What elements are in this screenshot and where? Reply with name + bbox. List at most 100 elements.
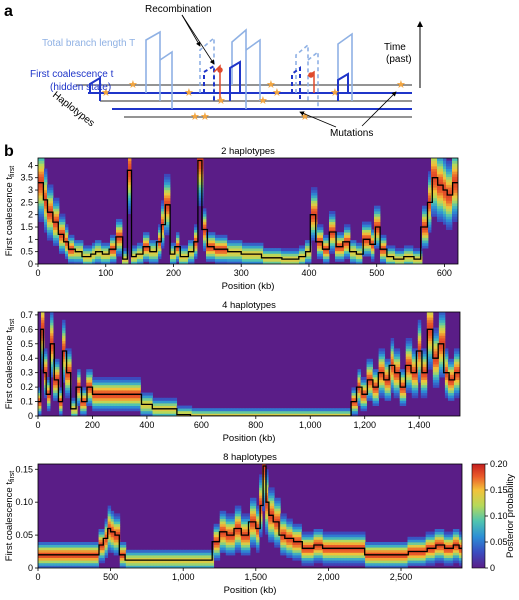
heatmap-cell — [449, 216, 453, 220]
heatmap-cell — [368, 232, 372, 236]
heatmap-cell — [152, 248, 156, 252]
heatmap-cell — [425, 536, 430, 540]
heatmap-cell — [319, 552, 324, 556]
heatmap-cell — [219, 542, 224, 545]
heatmap-cell — [398, 547, 402, 551]
heatmap-cell — [419, 562, 424, 566]
heatmap-cell — [256, 513, 260, 517]
heatmap-cell — [80, 403, 84, 406]
heatmap-cell — [113, 536, 118, 540]
heatmap-cell — [161, 410, 165, 414]
heatmap-cell — [44, 229, 48, 233]
heatmap-cell — [422, 562, 427, 566]
heatmap-cell — [159, 562, 163, 566]
heatmap-cell — [41, 366, 45, 370]
heatmap-cell — [369, 364, 373, 367]
heatmap-cell — [83, 261, 87, 264]
heatmap-cell — [437, 179, 441, 183]
heatmap-cell — [222, 544, 227, 548]
heatmap-cell — [416, 258, 420, 262]
heatmap-cell — [50, 234, 54, 238]
heatmap-cell — [197, 158, 201, 162]
heatmap-cell — [331, 552, 336, 556]
heatmap-cell — [253, 518, 257, 522]
heatmap-cell — [353, 245, 357, 249]
heatmap-cell — [225, 539, 230, 543]
heatmap-cell — [128, 384, 132, 388]
heatmap-cell — [146, 253, 150, 257]
heatmap-cell — [375, 403, 380, 406]
heatmap-cell — [213, 542, 218, 545]
heatmap-cell — [250, 521, 254, 525]
heatmap-cell — [50, 195, 54, 199]
heatmap-cell — [449, 555, 454, 558]
heatmap-cell — [243, 516, 248, 519]
heatmap-cell — [80, 413, 84, 416]
heatmap-cell — [414, 348, 419, 352]
heatmap-cell — [224, 413, 229, 416]
heatmap-cell — [236, 253, 240, 257]
heatmap-cell — [77, 253, 81, 257]
heatmap-cell — [295, 557, 299, 561]
heatmap-cell — [313, 529, 318, 532]
heatmap-cell — [116, 542, 121, 545]
heatmap-cell — [349, 549, 354, 553]
heatmap-cell — [110, 256, 114, 260]
heatmap-cell — [62, 245, 66, 249]
heatmap-cell — [408, 387, 413, 391]
heatmap-cell — [101, 261, 105, 264]
heatmap-cell — [213, 547, 218, 551]
heatmap-cell — [98, 248, 102, 252]
heatmap-cell — [101, 531, 106, 535]
heatmap-cell — [95, 555, 99, 558]
heatmap-cell — [83, 565, 87, 568]
svg-text:★: ★ — [184, 86, 194, 99]
heatmap-cell — [426, 322, 431, 326]
heatmap-cell — [86, 549, 90, 553]
heatmap-cell — [303, 413, 307, 416]
heatmap-cell — [41, 187, 45, 191]
heatmap-cell — [341, 250, 345, 254]
heatmap-cell — [68, 348, 72, 352]
heatmap-cell — [113, 258, 117, 262]
heatmap-cell — [147, 562, 151, 566]
heatmap-cell — [95, 565, 99, 568]
heatmap-cell — [426, 343, 431, 347]
heatmap-cell — [323, 245, 327, 249]
heatmap-cell — [359, 261, 363, 264]
heatmap-cell — [92, 248, 96, 252]
heatmap-cell — [233, 410, 238, 414]
heatmap-cell — [450, 379, 455, 383]
heatmap-cell — [343, 562, 348, 566]
heatmap-cell — [422, 208, 426, 212]
heatmap-cell — [330, 408, 334, 412]
heatmap-cell — [53, 549, 57, 553]
heatmap-cell — [419, 557, 424, 561]
heatmap-cell — [327, 410, 331, 414]
heatmap-cell — [47, 552, 51, 556]
heatmap-cell — [417, 351, 422, 354]
heatmap-cell — [390, 366, 395, 370]
heatmap-cell — [374, 245, 378, 249]
x-tick-label: 2,000 — [317, 572, 340, 582]
heatmap-cell — [62, 371, 66, 375]
heatmap-cell — [435, 358, 440, 362]
heatmap-cell — [387, 395, 392, 399]
heatmap-cell — [404, 562, 408, 566]
heatmap-cell — [236, 240, 240, 244]
heatmap-cell — [203, 229, 207, 233]
heatmap-cell — [236, 258, 240, 262]
heatmap-cell — [381, 382, 386, 386]
heatmap-cell — [74, 258, 78, 262]
heatmap-cell — [89, 248, 93, 252]
heatmap-cell — [334, 560, 339, 564]
heatmap-cell — [77, 557, 81, 561]
heatmap-cell — [443, 544, 448, 548]
heatmap-cell — [219, 518, 224, 522]
heatmap-cell — [304, 536, 308, 540]
heatmap-cell — [119, 542, 124, 545]
heatmap-cell — [441, 338, 446, 341]
heatmap-cell — [107, 542, 112, 545]
heatmap-cell — [250, 503, 254, 506]
heatmap-cell — [298, 549, 302, 553]
